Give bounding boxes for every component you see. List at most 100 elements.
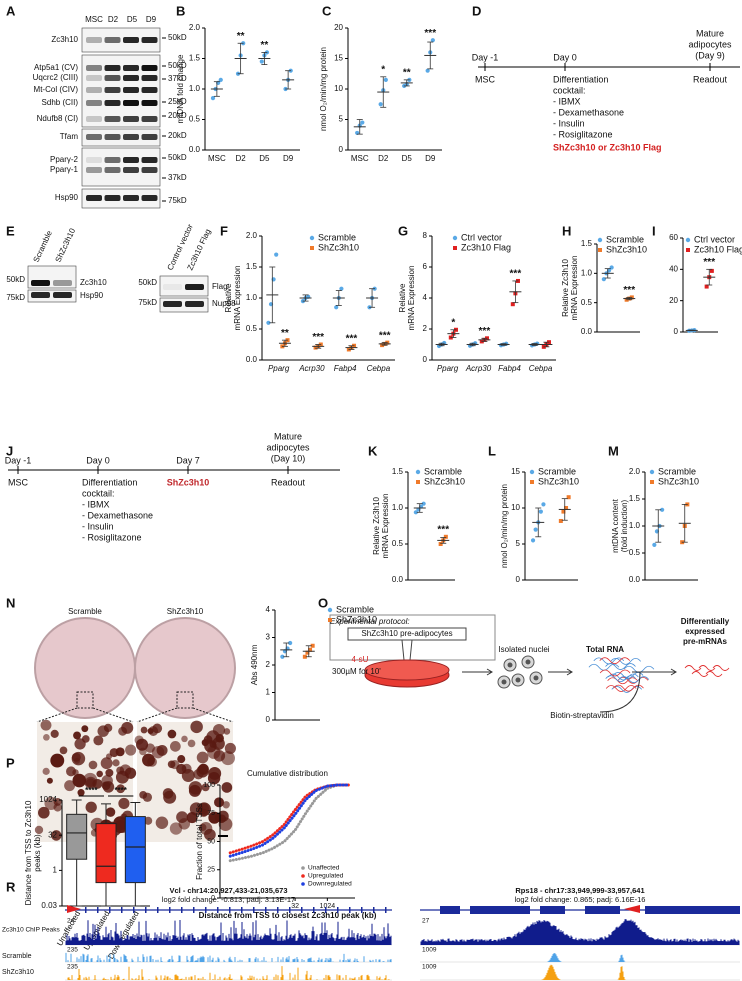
rna-strand [607,677,638,685]
end-label: (Day 9) [695,50,725,60]
data-point [438,542,443,546]
cell [214,813,223,822]
x-tick-label: Acrp30 [465,364,492,373]
y-tick-label: 5 [516,539,521,548]
exon [229,907,231,913]
marker-label: 25kD [168,97,187,106]
cell [124,767,137,779]
marker-label: 50kD [138,278,157,287]
marker-label: 20kD [168,111,187,120]
data-point [383,77,388,82]
blot-frame [81,188,161,209]
y-tick-label: 32 [48,830,57,839]
y-tick-label: 0.5 [581,298,593,307]
rna-strand [608,673,639,681]
y-tick-label: 20 [669,296,678,305]
legend-label: Scramble [606,234,644,244]
zoom-box [176,691,194,709]
y-tick-label: 0.03 [41,901,57,910]
track-signal [541,964,626,980]
data-point [259,59,264,64]
cell [121,721,134,734]
data-point [210,96,216,101]
x-tick-label: MSC [351,154,369,163]
legend-label: ShZc3h10 [318,242,359,252]
data-point [558,518,563,523]
pre-mrna [691,671,709,677]
legend-marker [327,607,333,613]
y-tick-label: 1.5 [246,262,258,271]
x-tick-label: D5 [259,154,270,163]
legend-label: Zc3h10 Flag [461,242,511,252]
panel-letter: C [322,3,332,18]
pre-mrna [698,665,716,671]
result-label: expressed [685,627,725,636]
x-tick-label: Pparg [268,364,290,373]
y-tick-label: 2 [266,660,271,669]
cell [116,766,125,775]
marker-label: 75kD [138,298,157,307]
exon [337,907,339,913]
legend-marker [309,235,315,241]
y-tick-label: 0.5 [629,548,641,557]
pulldown-label: Biotin-streptavidin [550,711,614,720]
significance: *** [703,257,715,268]
cell [88,760,98,770]
track-signal [65,952,392,962]
marker-label: 75kD [6,293,25,302]
cell [178,818,191,830]
cocktail-line: Differentiation [82,477,137,487]
rna-strand [618,676,650,683]
track-scale: 27 [422,918,430,925]
exon [241,907,243,913]
blot-band [104,37,121,43]
cell [81,735,90,743]
zoom-line [136,707,178,723]
protein-label: Pparγ-1 [50,165,79,174]
significance: * [451,317,455,328]
data-point [266,320,271,325]
significance: ** [281,328,289,339]
y-tick-label: 1.5 [629,494,641,503]
y-tick-label: 3 [266,633,271,642]
marker-label: 37kD [168,173,187,182]
nucleus-core [525,659,531,665]
legend-marker [416,480,420,484]
end-label: adipocytes [688,39,732,49]
legend-label: Unaffected [308,865,340,872]
blot-band [104,100,121,106]
lane-label: ShZc3h10 [54,226,78,263]
dose-label: 300µM for 10' [332,667,381,676]
significance: *** [312,332,324,343]
start-label: MSC [475,74,496,84]
cell [100,757,113,770]
data-point [378,102,383,107]
y-axis-label: Fraction of total TSSs [195,803,204,880]
cell [72,773,87,788]
significance: *** [424,28,436,39]
cell [169,741,181,752]
protein-label: Mt-Col (CIV) [34,85,79,94]
legend-marker [328,618,332,622]
cell [125,744,137,756]
blot-band [123,157,139,163]
nucleus-core [533,675,539,681]
lane-label: D2 [108,15,119,24]
series-line [228,783,351,858]
cell [139,747,147,756]
legend-label: ShZc3h10 [336,614,377,624]
blot-band [104,87,121,93]
plate [134,617,236,719]
result-label: pre-mRNAs [683,637,728,646]
panel-letter: P [6,755,15,770]
data-point [308,647,313,652]
legend-marker [301,866,305,870]
y-axis-label: mRNA Expression [381,494,390,559]
marker-label: 50kD [168,153,187,162]
cell [105,807,116,817]
y-tick-label: 0 [211,895,215,902]
exon [181,907,183,913]
marker-label: 75kD [168,196,187,205]
y-tick-label: 1024 [39,795,57,804]
y-tick-label: 10 [511,503,520,512]
